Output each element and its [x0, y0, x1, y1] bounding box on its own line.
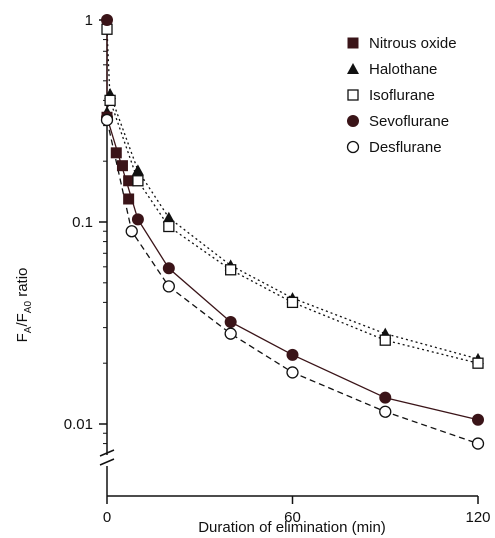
- sevoflurane-point: [379, 391, 392, 404]
- nitrous-oxide-point: [123, 175, 135, 187]
- series-lines: [106, 20, 479, 445]
- halothane-point: [162, 211, 175, 223]
- isoflurane-point: [132, 175, 144, 187]
- y-tick-label: 0.1: [72, 214, 93, 231]
- sevoflurane-point: [162, 262, 175, 275]
- desflurane-point: [379, 405, 392, 418]
- legend-marker-sevoflurane: [347, 115, 359, 127]
- legend-marker-isoflurane: [347, 89, 359, 101]
- legend-label-nitrous-oxide: Nitrous oxide: [369, 35, 457, 52]
- sevoflurane-point: [472, 413, 484, 426]
- x-axis-ticks: 0 60 120: [103, 496, 491, 526]
- isoflurane-point: [225, 264, 237, 276]
- isoflurane-point: [104, 94, 116, 107]
- legend-label-sevoflurane: Sevoflurane: [369, 113, 449, 130]
- sevoflurane-point: [286, 348, 299, 361]
- halothane-line: [106, 91, 479, 360]
- sevoflurane-point: [101, 14, 113, 26]
- sevoflurane-line: [106, 20, 479, 421]
- x-tick-label: 0: [103, 509, 111, 526]
- y-tick-label: 1: [85, 12, 93, 29]
- desflurane-line: [106, 119, 479, 445]
- desflurane-point: [162, 280, 175, 293]
- legend-marker-desflurane: [346, 140, 360, 154]
- isoflurane-point: [286, 296, 299, 309]
- y-tick-label: 0.01: [64, 416, 93, 433]
- legend-label-isoflurane: Isoflurane: [369, 87, 435, 104]
- series-markers: [100, 14, 485, 450]
- desflurane-point: [224, 327, 237, 340]
- axes: 0 60 120 1 0.1 0.01 Duration of elimination …: [14, 12, 491, 536]
- isoflurane-point: [472, 357, 484, 369]
- legend: Nitrous oxide Halothane Isoflurane Sevoflur…: [346, 35, 457, 156]
- x-tick-label: 60: [284, 509, 301, 526]
- desflurane-point: [286, 366, 299, 379]
- legend-label-halothane: Halothane: [369, 61, 437, 78]
- isoflurane-line: [106, 29, 479, 364]
- nitrous-oxide-point: [110, 147, 122, 159]
- isoflurane-point: [163, 220, 175, 233]
- x-tick-label: 120: [465, 509, 490, 526]
- axis-break-marks: [99, 449, 115, 466]
- x-axis-title: Duration of elimination (min): [198, 519, 386, 536]
- desflurane-point: [471, 437, 485, 450]
- nitrous-oxide-point: [116, 160, 128, 172]
- halothane-point: [131, 164, 144, 176]
- sevoflurane-point: [131, 213, 144, 226]
- sevoflurane-point: [224, 315, 237, 328]
- nitrous-oxide-point: [123, 193, 135, 205]
- desflurane-point: [125, 225, 138, 238]
- desflurane-point: [100, 113, 114, 127]
- y-axis-title: FA/FA0 ratio: [14, 268, 34, 343]
- legend-marker-nitrous-oxide: [347, 37, 359, 49]
- y-axis-ticks: 1 0.1 0.01: [64, 12, 107, 445]
- legend-label-desflurane: Desflurane: [369, 139, 442, 156]
- isoflurane-point: [379, 334, 391, 346]
- legend-marker-halothane: [347, 63, 359, 74]
